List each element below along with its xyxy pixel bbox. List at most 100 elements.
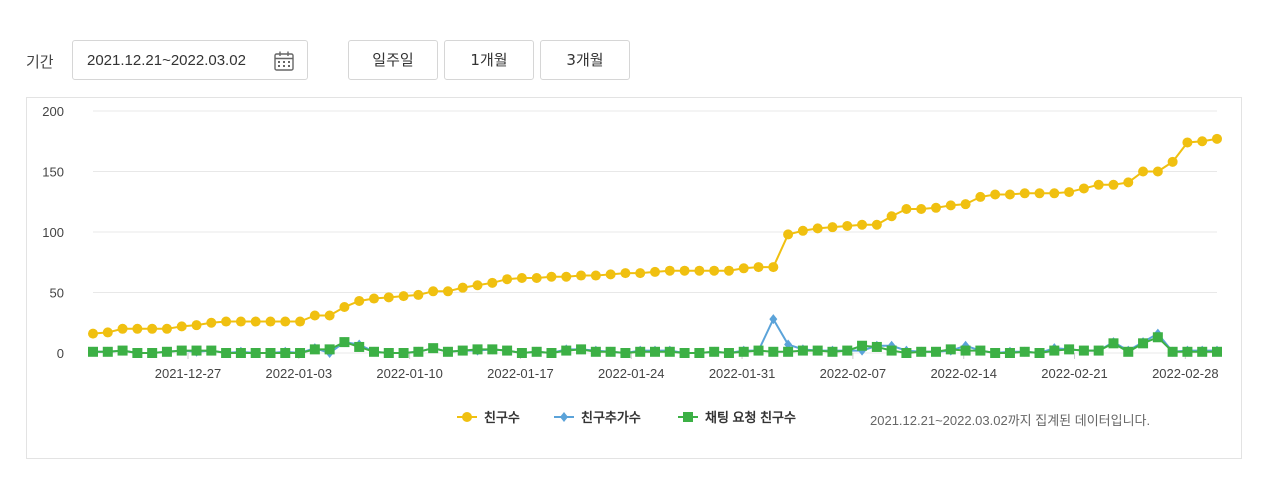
calendar-icon[interactable]: [273, 50, 295, 76]
data-point: [354, 341, 365, 352]
data-point: [413, 289, 424, 300]
data-point: [383, 348, 394, 358]
line-chart: 0 50 100 150 200 2021-12-27 2022-01-03 2022-01-…: [42, 104, 1222, 428]
data-point: [1182, 346, 1193, 357]
data-point: [679, 265, 690, 276]
data-point: [975, 191, 986, 202]
data-point: [768, 262, 779, 273]
data-point: [1034, 348, 1045, 358]
legend-item-0: 친구수: [457, 410, 520, 425]
series-line: [92, 137, 1218, 335]
data-point: [147, 323, 158, 334]
y-tick-label: 200: [42, 104, 64, 119]
data-point: [797, 225, 808, 236]
data-point: [235, 316, 246, 327]
data-point: [161, 323, 172, 334]
data-point: [1078, 183, 1089, 194]
data-point: [886, 345, 897, 356]
data-point: [472, 344, 483, 355]
data-point: [457, 282, 468, 293]
period-week-button[interactable]: 일주일: [348, 40, 438, 80]
period-3month-button[interactable]: 3개월: [540, 40, 630, 80]
data-point: [1004, 189, 1015, 200]
data-point: [531, 272, 542, 283]
data-point: [827, 222, 838, 233]
data-point: [738, 346, 749, 357]
legend-label: 친구추가수: [581, 410, 641, 425]
x-tick-label: 2022-01-03: [266, 366, 333, 381]
period-1month-button[interactable]: 1개월: [444, 40, 534, 80]
data-point: [576, 344, 587, 355]
data-point: [723, 265, 734, 276]
data-point: [295, 348, 306, 358]
data-point: [132, 348, 143, 358]
data-point: [857, 219, 868, 230]
data-point: [1064, 344, 1075, 355]
y-tick-label: 100: [42, 225, 64, 240]
date-range-value: 2021.12.21~2022.03.02: [87, 52, 246, 69]
data-point: [1093, 345, 1104, 356]
data-point: [221, 348, 232, 358]
data-point: [945, 344, 956, 355]
data-point: [797, 345, 808, 356]
data-point: [1152, 166, 1163, 177]
data-point: [176, 321, 187, 332]
data-point: [1049, 188, 1060, 199]
data-point: [901, 348, 912, 358]
data-point: [931, 346, 941, 357]
period-label: 기간: [26, 53, 54, 71]
x-tick-label: 2021-12-27: [155, 366, 222, 381]
data-point: [635, 346, 646, 357]
data-point: [1167, 346, 1178, 357]
y-tick-label: 150: [42, 165, 64, 180]
data-point: [1182, 137, 1193, 148]
data-point: [975, 345, 986, 356]
data-point: [442, 286, 453, 297]
data-point: [339, 302, 350, 313]
data-point: [945, 200, 956, 211]
data-point: [709, 346, 720, 357]
data-point: [487, 277, 498, 288]
legend-label: 채팅 요청 친구수: [705, 410, 796, 425]
data-point: [1123, 346, 1134, 357]
data-point: [723, 348, 734, 358]
data-point: [960, 199, 971, 210]
data-point: [990, 189, 1001, 200]
data-point: [635, 268, 646, 279]
data-note: 2021.12.21~2022.03.02까지 집계된 데이터입니다.: [870, 413, 1150, 428]
legend-label: 친구수: [484, 410, 520, 425]
data-point: [871, 219, 882, 230]
data-point: [1138, 166, 1149, 177]
legend-item-2: 채팅 요청 친구수: [678, 410, 796, 425]
data-point: [369, 346, 379, 357]
legend-marker: [462, 412, 472, 422]
data-point: [295, 316, 306, 327]
data-point: [428, 343, 439, 354]
data-point: [753, 262, 764, 273]
data-point: [738, 263, 749, 274]
data-point: [694, 348, 705, 358]
data-point: [102, 346, 113, 357]
data-point: [191, 320, 202, 331]
data-point: [442, 346, 453, 357]
data-point: [457, 345, 468, 356]
data-point: [1212, 133, 1222, 144]
data-point: [561, 345, 572, 356]
data-point: [916, 204, 927, 215]
legend-marker: [683, 412, 693, 422]
data-point: [1197, 136, 1208, 147]
chart-container: 0 50 100 150 200 2021-12-27 2022-01-03 2022-01-…: [26, 97, 1242, 459]
date-range-input[interactable]: 2021.12.21~2022.03.02: [72, 40, 308, 80]
data-point: [812, 223, 823, 234]
data-point: [176, 345, 187, 356]
data-point: [206, 345, 217, 356]
data-point: [117, 345, 128, 356]
data-point: [1019, 346, 1030, 357]
data-point: [161, 346, 172, 357]
data-point: [102, 327, 113, 338]
data-point: [280, 316, 291, 327]
data-point: [324, 310, 335, 321]
data-point: [502, 274, 513, 285]
data-point: [132, 323, 143, 334]
data-point: [605, 269, 616, 280]
